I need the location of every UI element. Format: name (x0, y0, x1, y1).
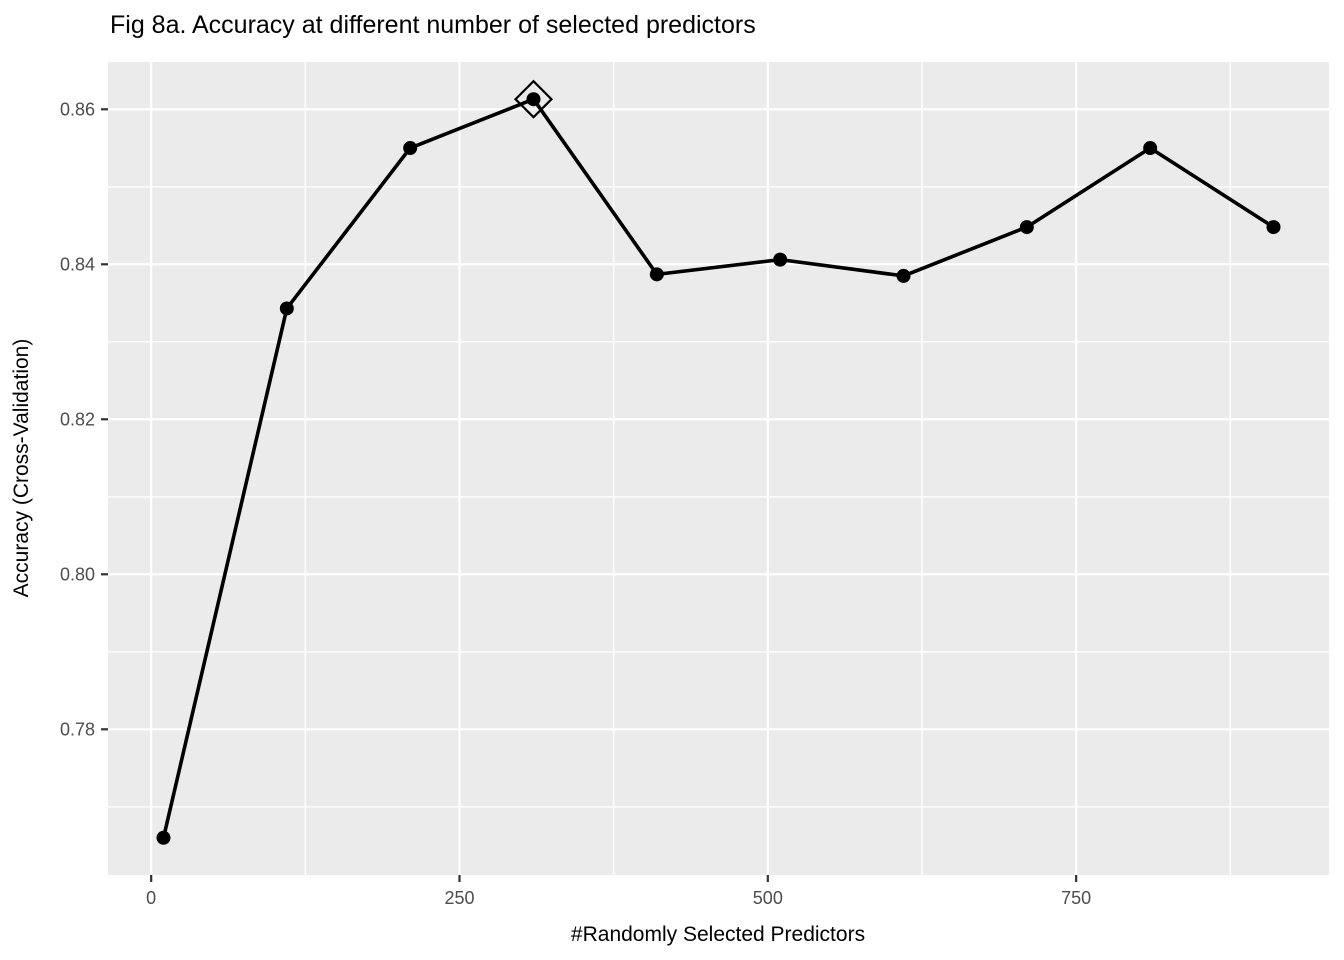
data-point (403, 141, 418, 156)
y-tick-label: 0.78 (60, 719, 95, 739)
axis-layer: 0 250 500 750 0.78 0.80 0.82 0.84 0.86 (60, 99, 1091, 908)
best-point-diamond-marker (513, 79, 554, 119)
data-layer (156, 79, 1281, 845)
x-tick-label: 500 (753, 888, 783, 908)
x-tick-label: 0 (146, 888, 156, 908)
x-axis-title: #Randomly Selected Predictors (571, 923, 865, 946)
data-point (156, 830, 171, 845)
x-tick-label: 250 (444, 888, 474, 908)
y-tick-label: 0.80 (60, 564, 95, 584)
y-tick-label: 0.86 (60, 99, 95, 119)
data-point (649, 267, 664, 282)
data-point (1266, 220, 1281, 235)
trend-line (161, 97, 1275, 839)
data-point (526, 92, 541, 107)
x-tick-label: 750 (1061, 888, 1091, 908)
data-point (1019, 220, 1034, 235)
panel-background (108, 62, 1329, 875)
chart-title: Fig 8a. Accuracy at different number of … (110, 11, 756, 39)
data-point (279, 301, 294, 316)
grid-layer (108, 62, 1329, 875)
y-tick-label: 0.82 (60, 409, 95, 429)
data-point (896, 268, 911, 283)
y-axis-title: Accuracy (Cross-Validation) (10, 339, 33, 598)
data-point (773, 252, 788, 267)
y-tick-label: 0.84 (60, 254, 95, 274)
data-point (1143, 141, 1158, 156)
plot-panel (108, 62, 1329, 875)
